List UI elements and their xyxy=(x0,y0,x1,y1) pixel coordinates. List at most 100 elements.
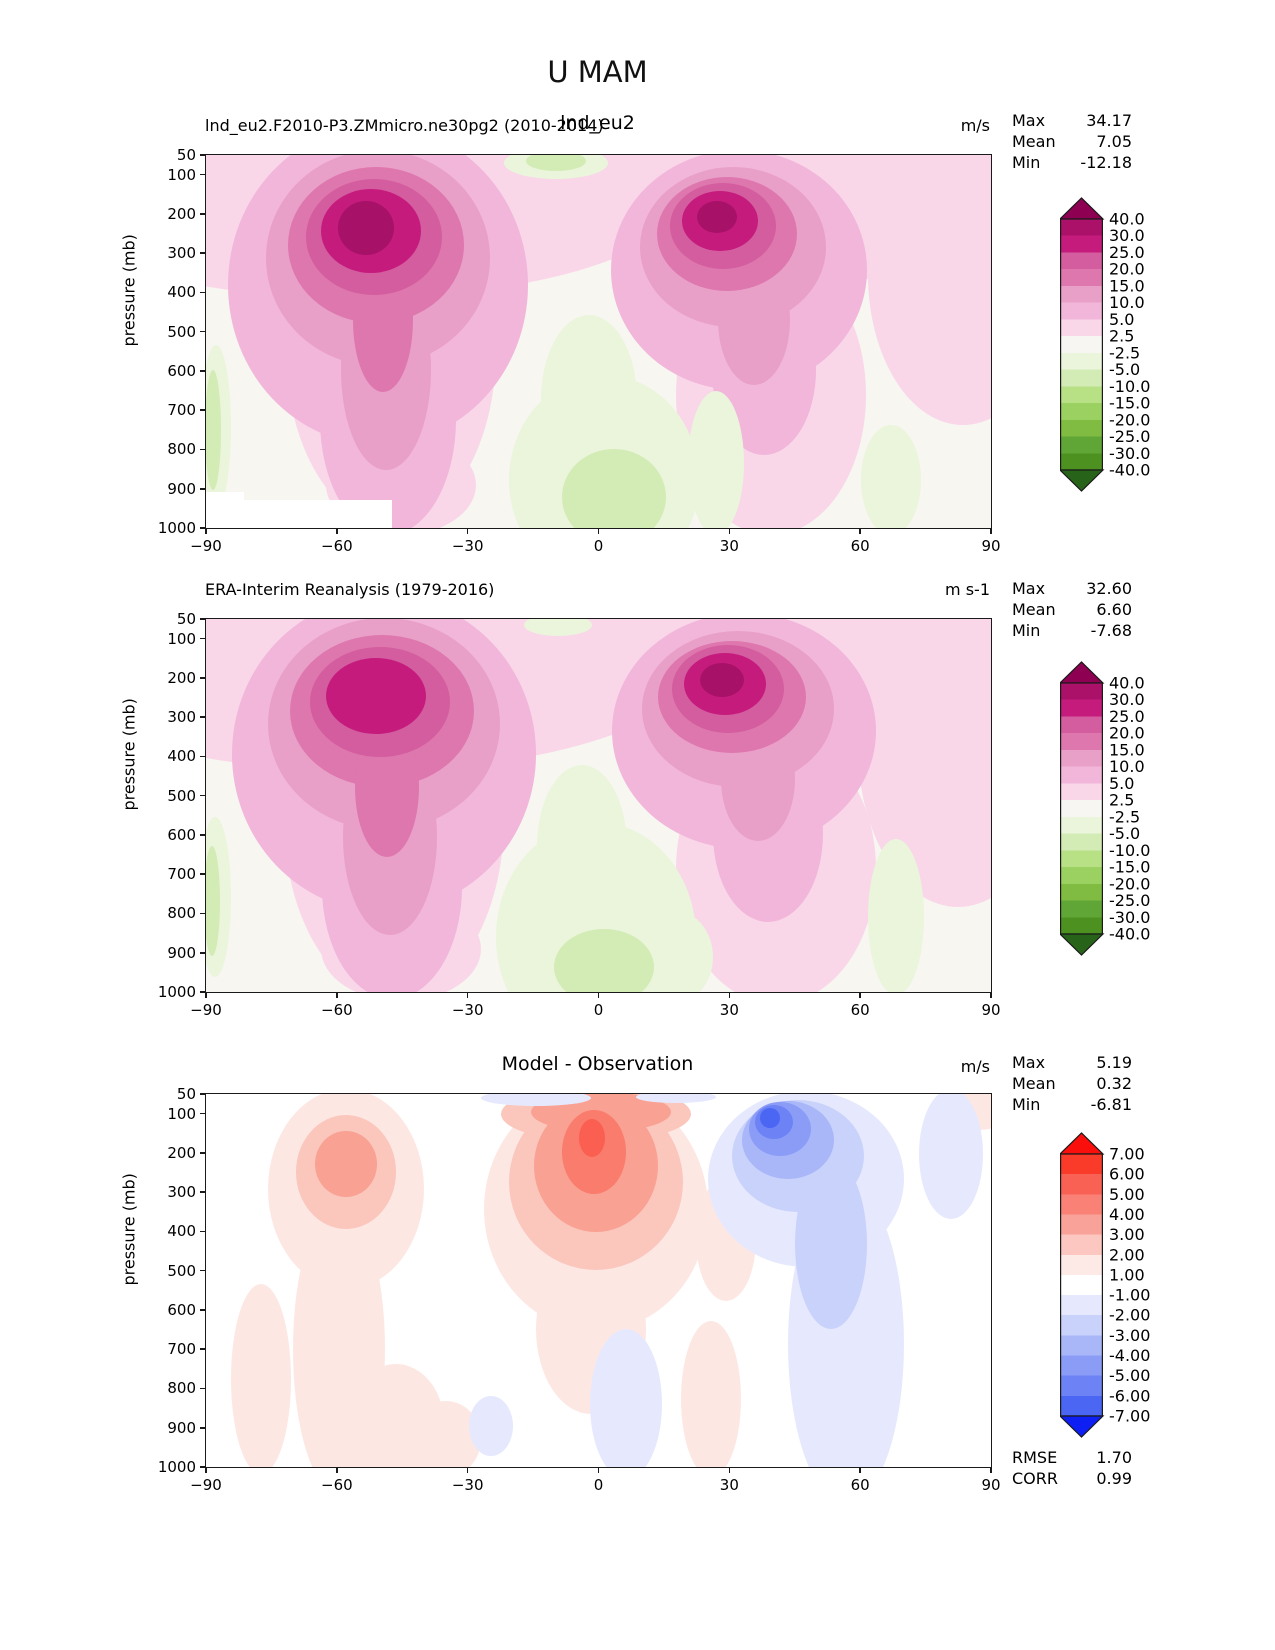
colorbar-tick-label: -20.0 xyxy=(1109,410,1150,429)
x-tick xyxy=(728,528,731,534)
y-tick xyxy=(200,677,206,679)
y-tick-label: 900 xyxy=(167,943,196,962)
stat-value: 1.70 xyxy=(1096,1448,1132,1467)
stat-value: 34.17 xyxy=(1086,111,1132,130)
y-tick-label: 600 xyxy=(167,825,196,844)
colorbar-tick-label: -30.0 xyxy=(1109,444,1150,463)
x-tick xyxy=(990,992,992,998)
x-tick-label: 0 xyxy=(593,537,604,555)
y-tick-label: 600 xyxy=(167,361,196,380)
y-tick xyxy=(200,637,206,640)
panel1-plot: −90 −60 −30 0 30 60 90 50 100 200 300 400 500 600 700 8… xyxy=(158,146,1001,555)
y-tick xyxy=(200,834,206,836)
x-tick-label: −60 xyxy=(321,537,353,555)
colorbar-tick-label: -15.0 xyxy=(1109,858,1150,877)
colorbar-tick-label: 30.0 xyxy=(1109,690,1145,709)
y-tick xyxy=(200,755,206,758)
x-tick xyxy=(466,992,469,998)
x-tick xyxy=(336,1467,338,1473)
x-tick-label: 90 xyxy=(981,1476,1001,1494)
y-tick-label: 500 xyxy=(167,1261,196,1280)
x-tick-label: 60 xyxy=(850,1001,870,1019)
x-tick xyxy=(205,992,207,998)
y-tick xyxy=(200,173,206,176)
stat-label: CORR xyxy=(1012,1469,1058,1488)
x-tick-label: 60 xyxy=(850,537,870,555)
colorbar-tick-label: 2.00 xyxy=(1109,1245,1145,1264)
x-tick-label: −30 xyxy=(451,537,484,555)
y-tick-label: 700 xyxy=(167,1340,196,1359)
y-tick xyxy=(200,409,206,411)
colorbar-tick-label: -25.0 xyxy=(1109,891,1150,910)
x-tick-label: 0 xyxy=(593,1476,604,1494)
y-tick xyxy=(200,330,206,333)
y-tick-label: 900 xyxy=(167,1418,196,1437)
y-tick xyxy=(200,370,206,372)
x-tick xyxy=(990,1467,992,1473)
x-tick xyxy=(205,1467,207,1473)
y-tick xyxy=(200,1152,206,1154)
y-tick-label: 800 xyxy=(167,440,196,459)
diff-colorbar-svg: 7.006.005.004.003.002.001.00 -1.00-2.00-3… xyxy=(1058,1132,1150,1438)
y-tick-label: 1000 xyxy=(157,519,196,537)
stat-label: Mean xyxy=(1012,1074,1056,1093)
x-tick-label: 30 xyxy=(719,1476,739,1494)
stat-label: Min xyxy=(1012,621,1041,640)
stat-value: 7.05 xyxy=(1096,132,1132,151)
x-tick-label: 60 xyxy=(850,1476,870,1494)
x-tick xyxy=(466,528,469,534)
y-tick-label: 50 xyxy=(176,146,196,164)
wind-colorbar-svg: 40.030.025.020.015.010.05.02.5-2.5-5.0-1… xyxy=(1058,197,1150,492)
y-tick-label: 1000 xyxy=(157,1458,196,1476)
panel1-stats: Max 34.17 Mean 7.05 Min -12.18 xyxy=(1012,110,1132,173)
colorbar-tick-label: -25.0 xyxy=(1109,427,1150,446)
x-tick-label: 30 xyxy=(719,1001,739,1019)
y-tick xyxy=(200,291,206,294)
x-tick xyxy=(466,1467,469,1473)
colorbar-tick-label: -15.0 xyxy=(1109,394,1150,413)
stat-label: RMSE xyxy=(1012,1448,1058,1467)
stat-label: Min xyxy=(1012,153,1041,172)
x-tick-label: 30 xyxy=(719,537,739,555)
colorbar-tick-label: -40.0 xyxy=(1109,461,1150,480)
x-tick-label: −60 xyxy=(321,1001,353,1019)
stat-value: 0.99 xyxy=(1096,1469,1132,1488)
colorbar-tick-label: -2.00 xyxy=(1109,1306,1150,1325)
colorbar-tick-label: -5.00 xyxy=(1109,1366,1150,1385)
x-tick xyxy=(990,528,992,534)
x-tick-label: −60 xyxy=(321,1476,353,1494)
stat-label: Min xyxy=(1012,1095,1041,1114)
panel3-stats: Max 5.19 Mean 0.32 Min -6.81 xyxy=(1012,1052,1132,1115)
x-tick-label: 0 xyxy=(593,1001,604,1019)
y-tick xyxy=(200,951,206,954)
panel1-units: m/s xyxy=(960,116,990,135)
y-tick xyxy=(200,1426,206,1429)
panel2-yaxis-title: pressure (mb) xyxy=(119,698,139,811)
colorbar-tick-label: -5.0 xyxy=(1109,360,1140,379)
colorbar-tick-label: -30.0 xyxy=(1109,908,1150,927)
y-tick xyxy=(200,991,206,993)
y-tick-label: 500 xyxy=(167,322,196,341)
y-tick-label: 100 xyxy=(167,1104,196,1123)
colorbar-tick-label: 7.00 xyxy=(1109,1145,1145,1164)
y-tick-label: 400 xyxy=(167,1222,196,1241)
colorbar-tick-label: 3.00 xyxy=(1109,1225,1145,1244)
y-tick xyxy=(200,1309,206,1311)
colorbar-tick-label: -3.00 xyxy=(1109,1326,1150,1345)
y-tick xyxy=(200,618,206,620)
colorbar-tick-label: 10.0 xyxy=(1109,293,1145,312)
x-tick xyxy=(859,992,861,998)
panel3-colorbar: 7.00 6.00 5.00 4.00 3.00 2.00 1.00 -1.00 -2.00 -3… xyxy=(1058,1132,1170,1442)
y-tick-label: 200 xyxy=(167,668,196,687)
colorbar-tick-label: 25.0 xyxy=(1109,707,1145,726)
y-tick-label: 200 xyxy=(167,204,196,223)
colorbar-tick-label: -20.0 xyxy=(1109,874,1150,893)
x-tick xyxy=(728,1467,731,1473)
stat-label: Max xyxy=(1012,111,1046,130)
y-tick xyxy=(200,448,206,451)
y-tick-label: 600 xyxy=(167,1300,196,1319)
y-tick-label: 300 xyxy=(167,244,196,263)
stat-label: Mean xyxy=(1012,600,1056,619)
stat-value: 5.19 xyxy=(1096,1053,1132,1072)
x-tick xyxy=(859,1467,861,1473)
